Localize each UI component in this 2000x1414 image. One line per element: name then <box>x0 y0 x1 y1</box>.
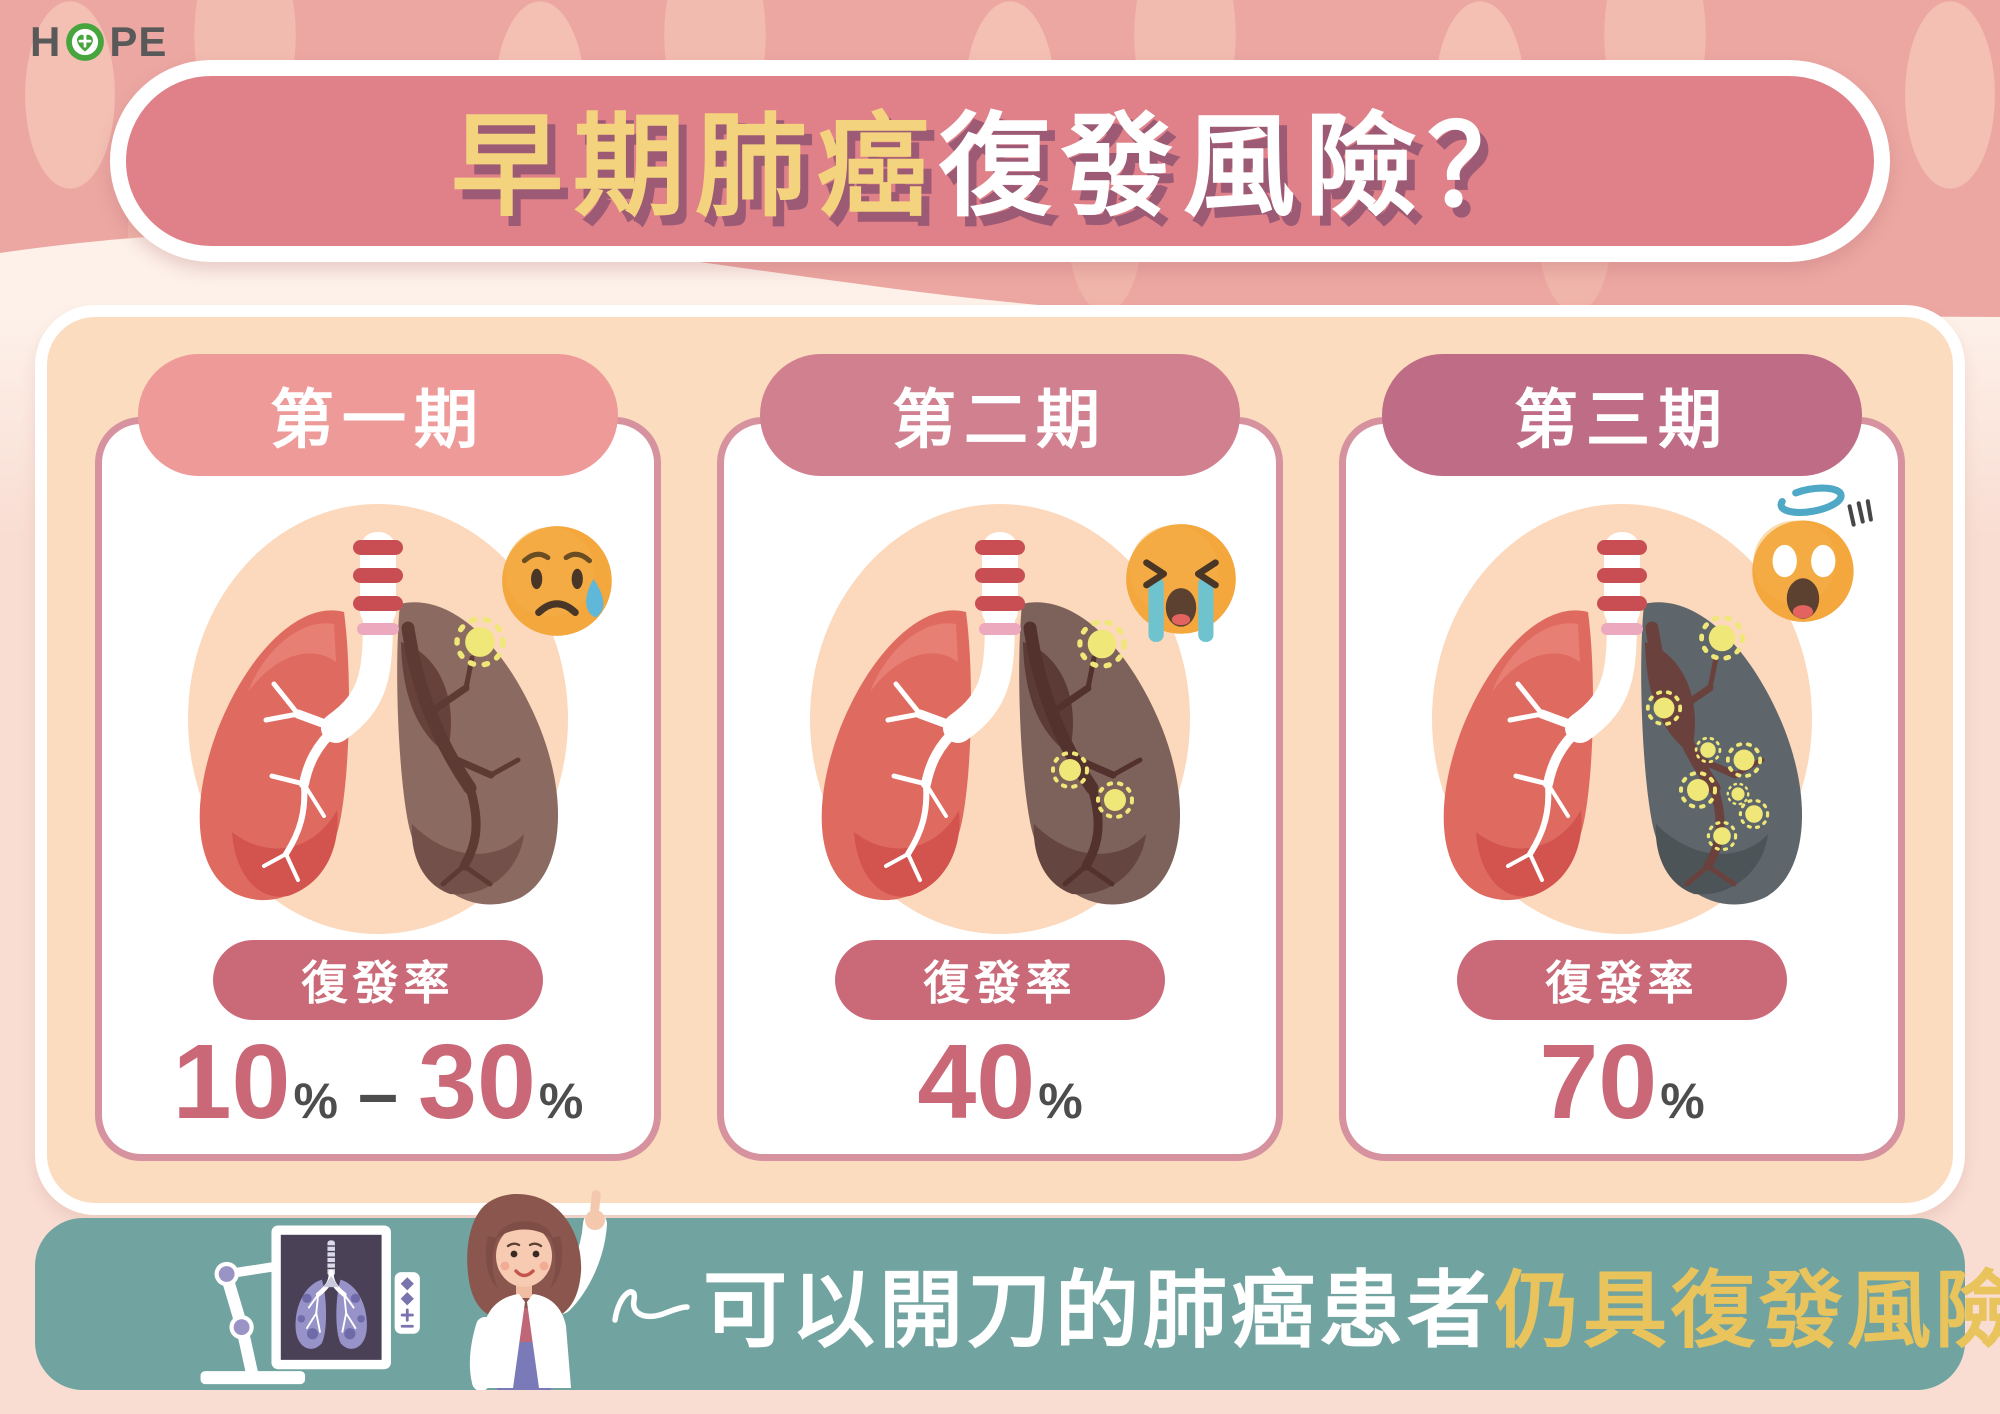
doctor-pointing-illustration <box>467 1190 607 1390</box>
crying-emoji <box>1126 524 1236 642</box>
footer-message: 可以開刀的肺癌患者 仍具復發風險 <box>703 1244 2000 1365</box>
footer-text-white: 可以開刀的肺癌患者 <box>703 1263 1496 1358</box>
stage-1-header: 第一期 <box>138 354 618 476</box>
range-dash: – <box>357 1054 399 1134</box>
title-rest: 復發風險？ <box>939 104 1549 229</box>
page-title: 早期肺癌復發風險？ <box>451 76 1549 238</box>
stage-1-rate-label: 復發率 <box>213 940 543 1020</box>
title-banner: 早期肺癌復發風險？ <box>110 60 1890 262</box>
screaming-halo-emoji <box>1752 484 1873 622</box>
logo-text-left: H <box>30 18 62 65</box>
stage-3-card: 第三期 <box>1339 354 1905 1161</box>
stage-3-rate-label: 復發率 <box>1457 940 1787 1020</box>
logo-text-right: PE <box>109 18 168 65</box>
stage-1-rate-value: 10% – 30% <box>173 1024 584 1141</box>
rate-value: 40 <box>917 1023 1036 1141</box>
stage-2-card: 第二期 <box>717 354 1283 1161</box>
worried-tear-emoji <box>502 526 612 636</box>
stage-2-rate-label: 復發率 <box>835 940 1165 1020</box>
hope-heart-cross-icon <box>66 23 105 61</box>
percent-sign: % <box>1038 1073 1083 1129</box>
stage-3-lung-scene <box>1346 444 1898 934</box>
xray-stand-illustration <box>200 1225 420 1385</box>
speech-squiggle <box>612 1289 690 1323</box>
percent-sign: % <box>293 1073 338 1129</box>
stages-panel: 第一期 <box>35 305 1965 1215</box>
stage-1-card: 第一期 <box>95 354 661 1161</box>
stage-3-header: 第三期 <box>1382 354 1862 476</box>
percent-sign: % <box>538 1073 584 1129</box>
stage-3-rate-value: 70% <box>1539 1024 1704 1141</box>
stage-1-lung-scene <box>102 444 654 934</box>
stage-cards-row: 第一期 <box>95 354 1905 1161</box>
stage-2-lung-scene <box>724 444 1276 934</box>
stage-2-rate-value: 40% <box>917 1024 1082 1141</box>
rate-from: 10 <box>172 1023 291 1141</box>
footer-text-yellow: 仍具復發風險 <box>1495 1263 2000 1358</box>
footer-banner: 可以開刀的肺癌患者 仍具復發風險 <box>35 1190 2000 1390</box>
rate-to: 30 <box>418 1023 536 1141</box>
percent-sign: % <box>1660 1073 1705 1129</box>
title-highlight: 早期肺癌 <box>451 104 939 229</box>
rate-value: 70 <box>1539 1023 1658 1141</box>
hope-logo: H PE <box>30 18 167 66</box>
stage-2-header: 第二期 <box>760 354 1240 476</box>
